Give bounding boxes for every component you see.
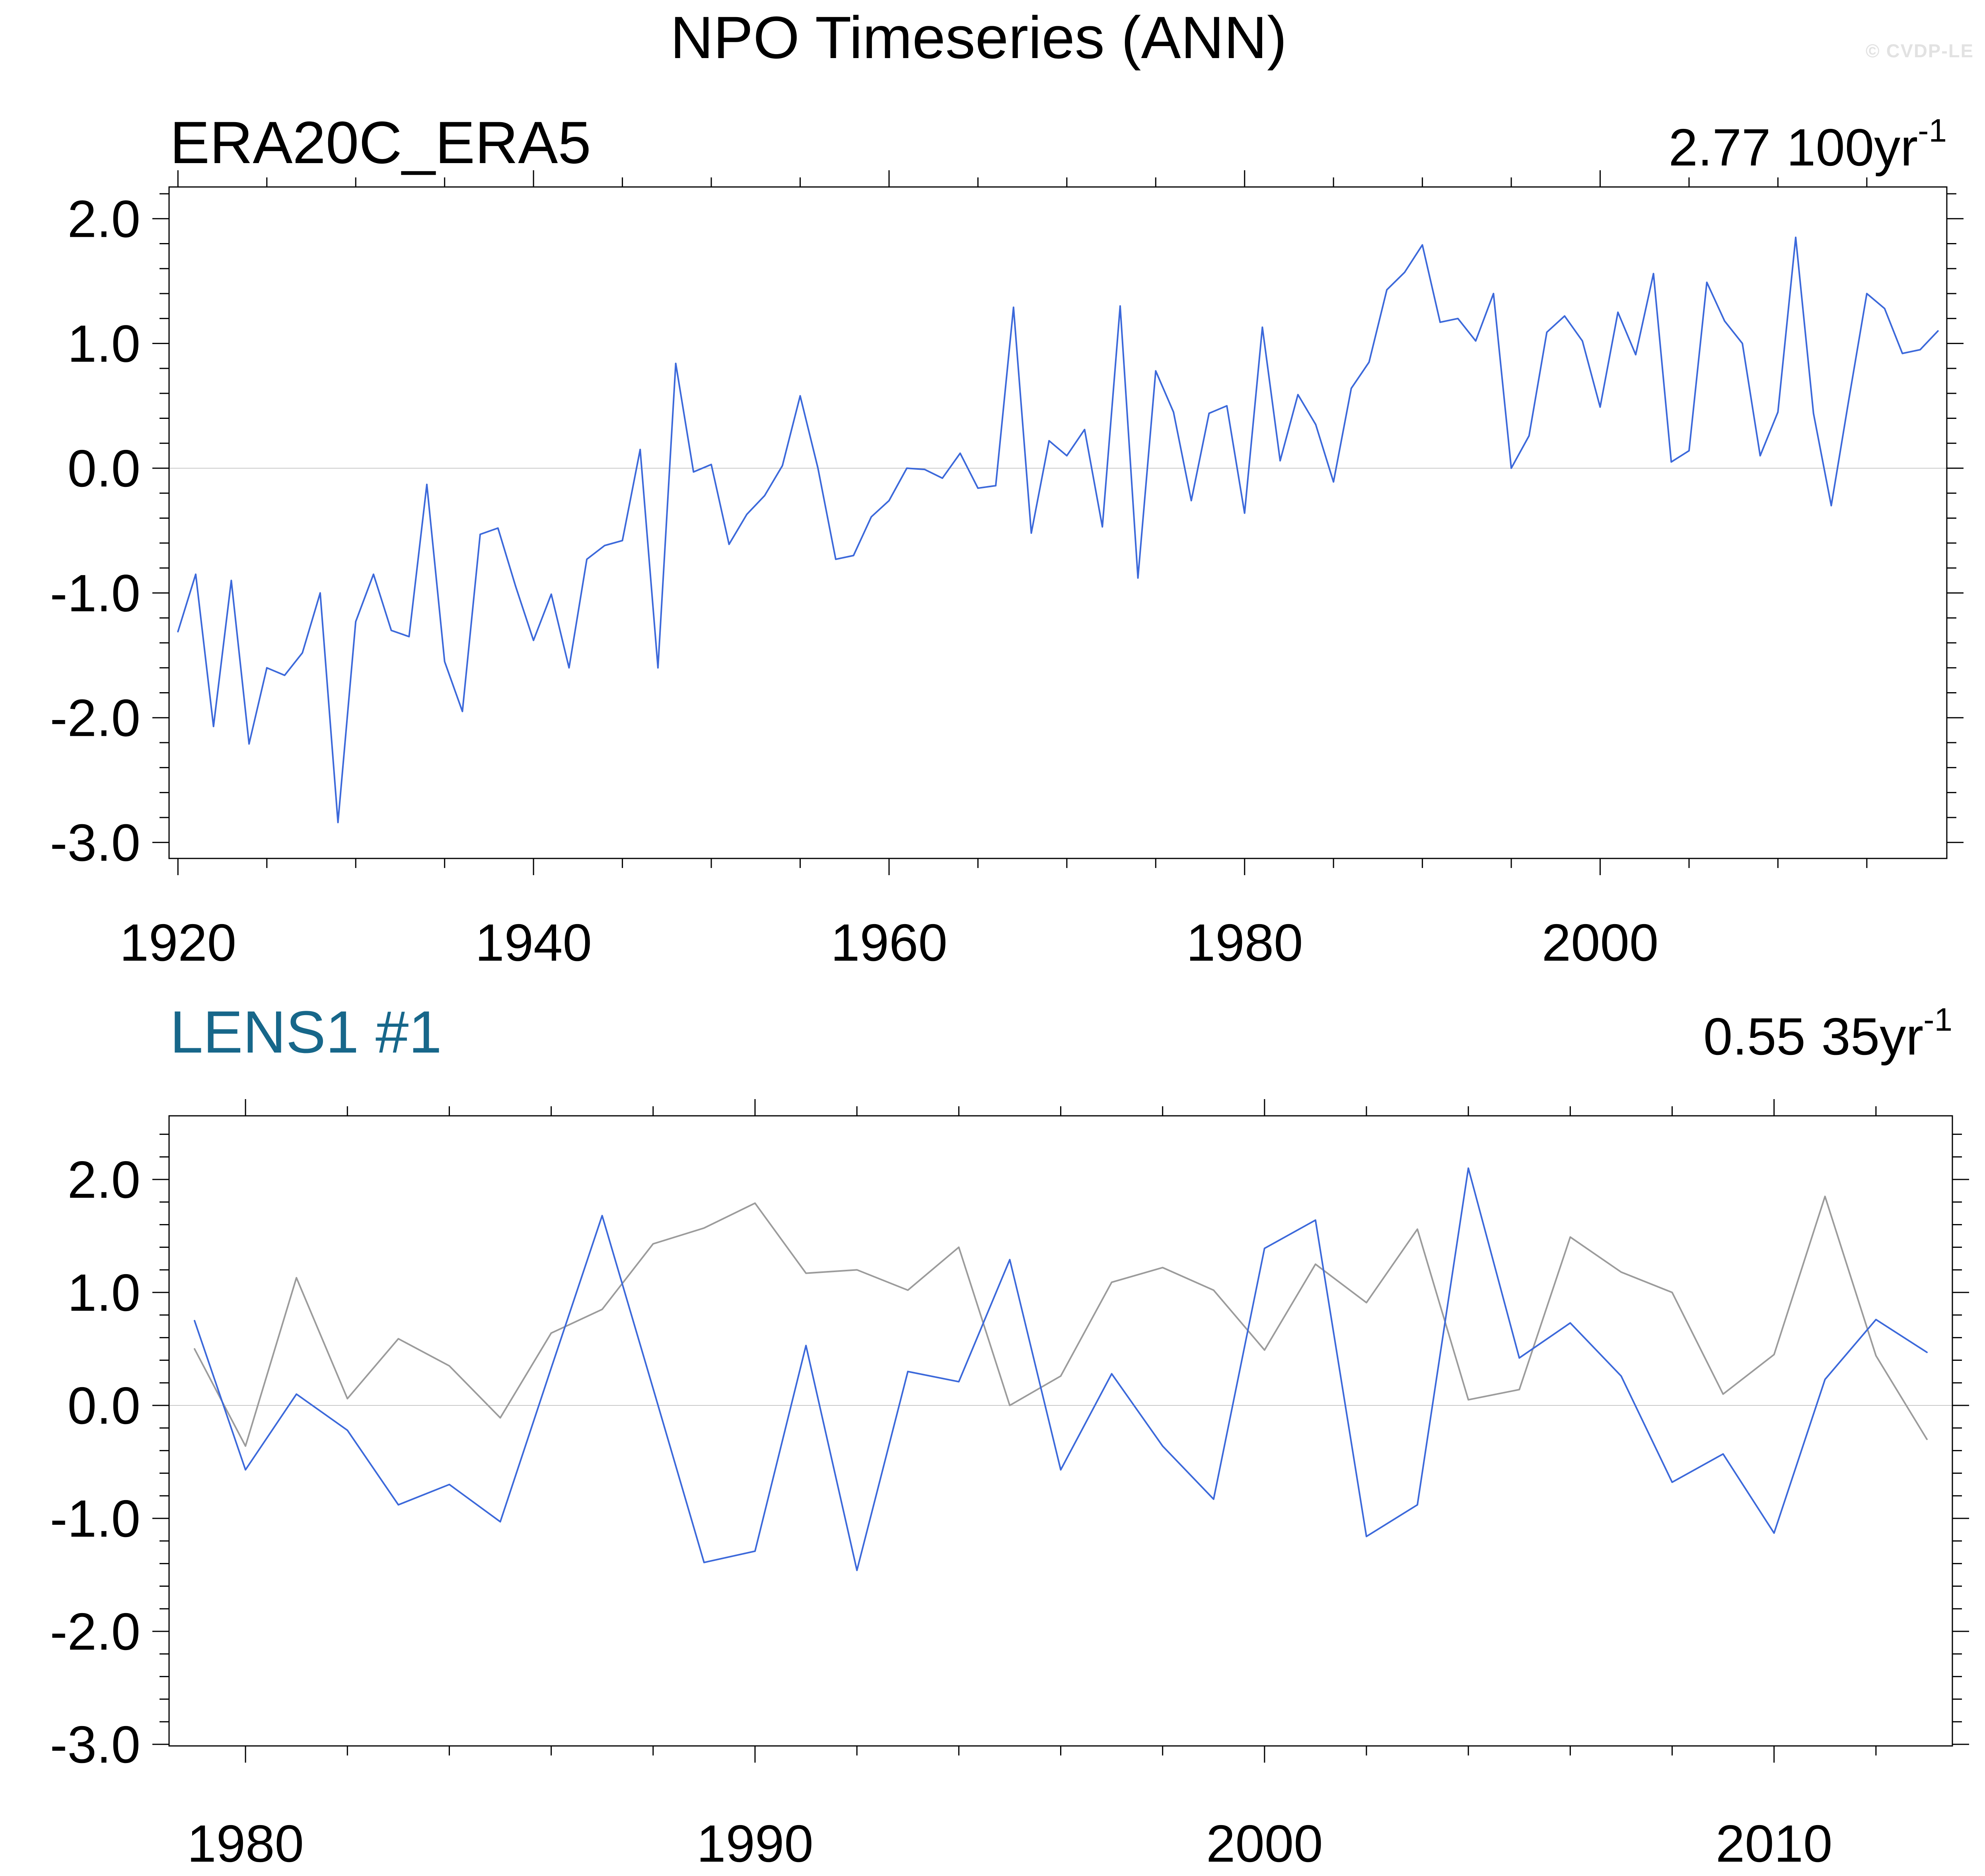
y-tick-label: -3.0 <box>50 813 140 872</box>
series-line-line_blue <box>177 236 1939 823</box>
y-tick-label: -3.0 <box>50 1715 140 1774</box>
y-tick-label: -1.0 <box>50 1489 140 1548</box>
panel1-trend-exponent: -1 <box>1918 113 1947 149</box>
y-tick-label: 0.0 <box>68 439 141 498</box>
x-tick-label: 1990 <box>697 1814 813 1873</box>
plot-frame <box>168 186 1948 859</box>
y-tick-label: -1.0 <box>50 564 140 623</box>
panel2-trend-exponent: -1 <box>1923 1002 1952 1038</box>
panel1-trend-value: 2.77 <box>1668 118 1771 177</box>
panel1-label: ERA20C_ERA5 <box>170 109 591 176</box>
x-tick-label: 2000 <box>1542 913 1659 972</box>
y-tick-label: 2.0 <box>68 190 141 248</box>
y-tick-label: 1.0 <box>68 314 141 373</box>
series-line-line_gray <box>194 1195 1928 1447</box>
series-line-line_blue <box>194 1167 1928 1571</box>
y-tick-label: -2.0 <box>50 1602 140 1661</box>
y-tick-label: 2.0 <box>68 1150 141 1209</box>
y-tick-label: -2.0 <box>50 689 140 747</box>
panel-2-plot: 2.0 1.0 0.0 -1.0 -2.0 -3.0 1980 1990 2000 2010 <box>50 1099 1969 1873</box>
panel2-trend-label: 0.55 35yr-1 <box>1703 1002 1952 1066</box>
x-tick-label: 1980 <box>1186 913 1303 972</box>
panel2-label: LENS1 #1 <box>170 998 442 1065</box>
x-tick-label: 1960 <box>831 913 948 972</box>
watermark: © CVDP-LE <box>1866 40 1974 61</box>
panel2-trend-value: 0.55 <box>1703 1007 1806 1066</box>
plot-frame <box>168 1115 1953 1747</box>
y-tick-label: 0.0 <box>68 1376 141 1435</box>
x-tick-label: 1940 <box>475 913 592 972</box>
y-tick-label: 1.0 <box>68 1263 141 1322</box>
chart-title: NPO Timeseries (ANN) <box>670 4 1287 71</box>
panel-1-plot: 2.0 1.0 0.0 -1.0 -2.0 -3.0 1920 1940 1960 1980 200… <box>50 170 1964 972</box>
x-tick-label: 1980 <box>187 1814 304 1873</box>
x-tick-label: 2010 <box>1716 1814 1833 1873</box>
panel1-trend-label: 2.77 100yr-1 <box>1668 113 1947 177</box>
x-tick-label: 2000 <box>1206 1814 1323 1873</box>
panel2-trend-unit: 35yr <box>1821 1007 1924 1066</box>
panel1-trend-unit: 100yr <box>1786 118 1918 177</box>
x-tick-label: 1920 <box>120 913 237 972</box>
